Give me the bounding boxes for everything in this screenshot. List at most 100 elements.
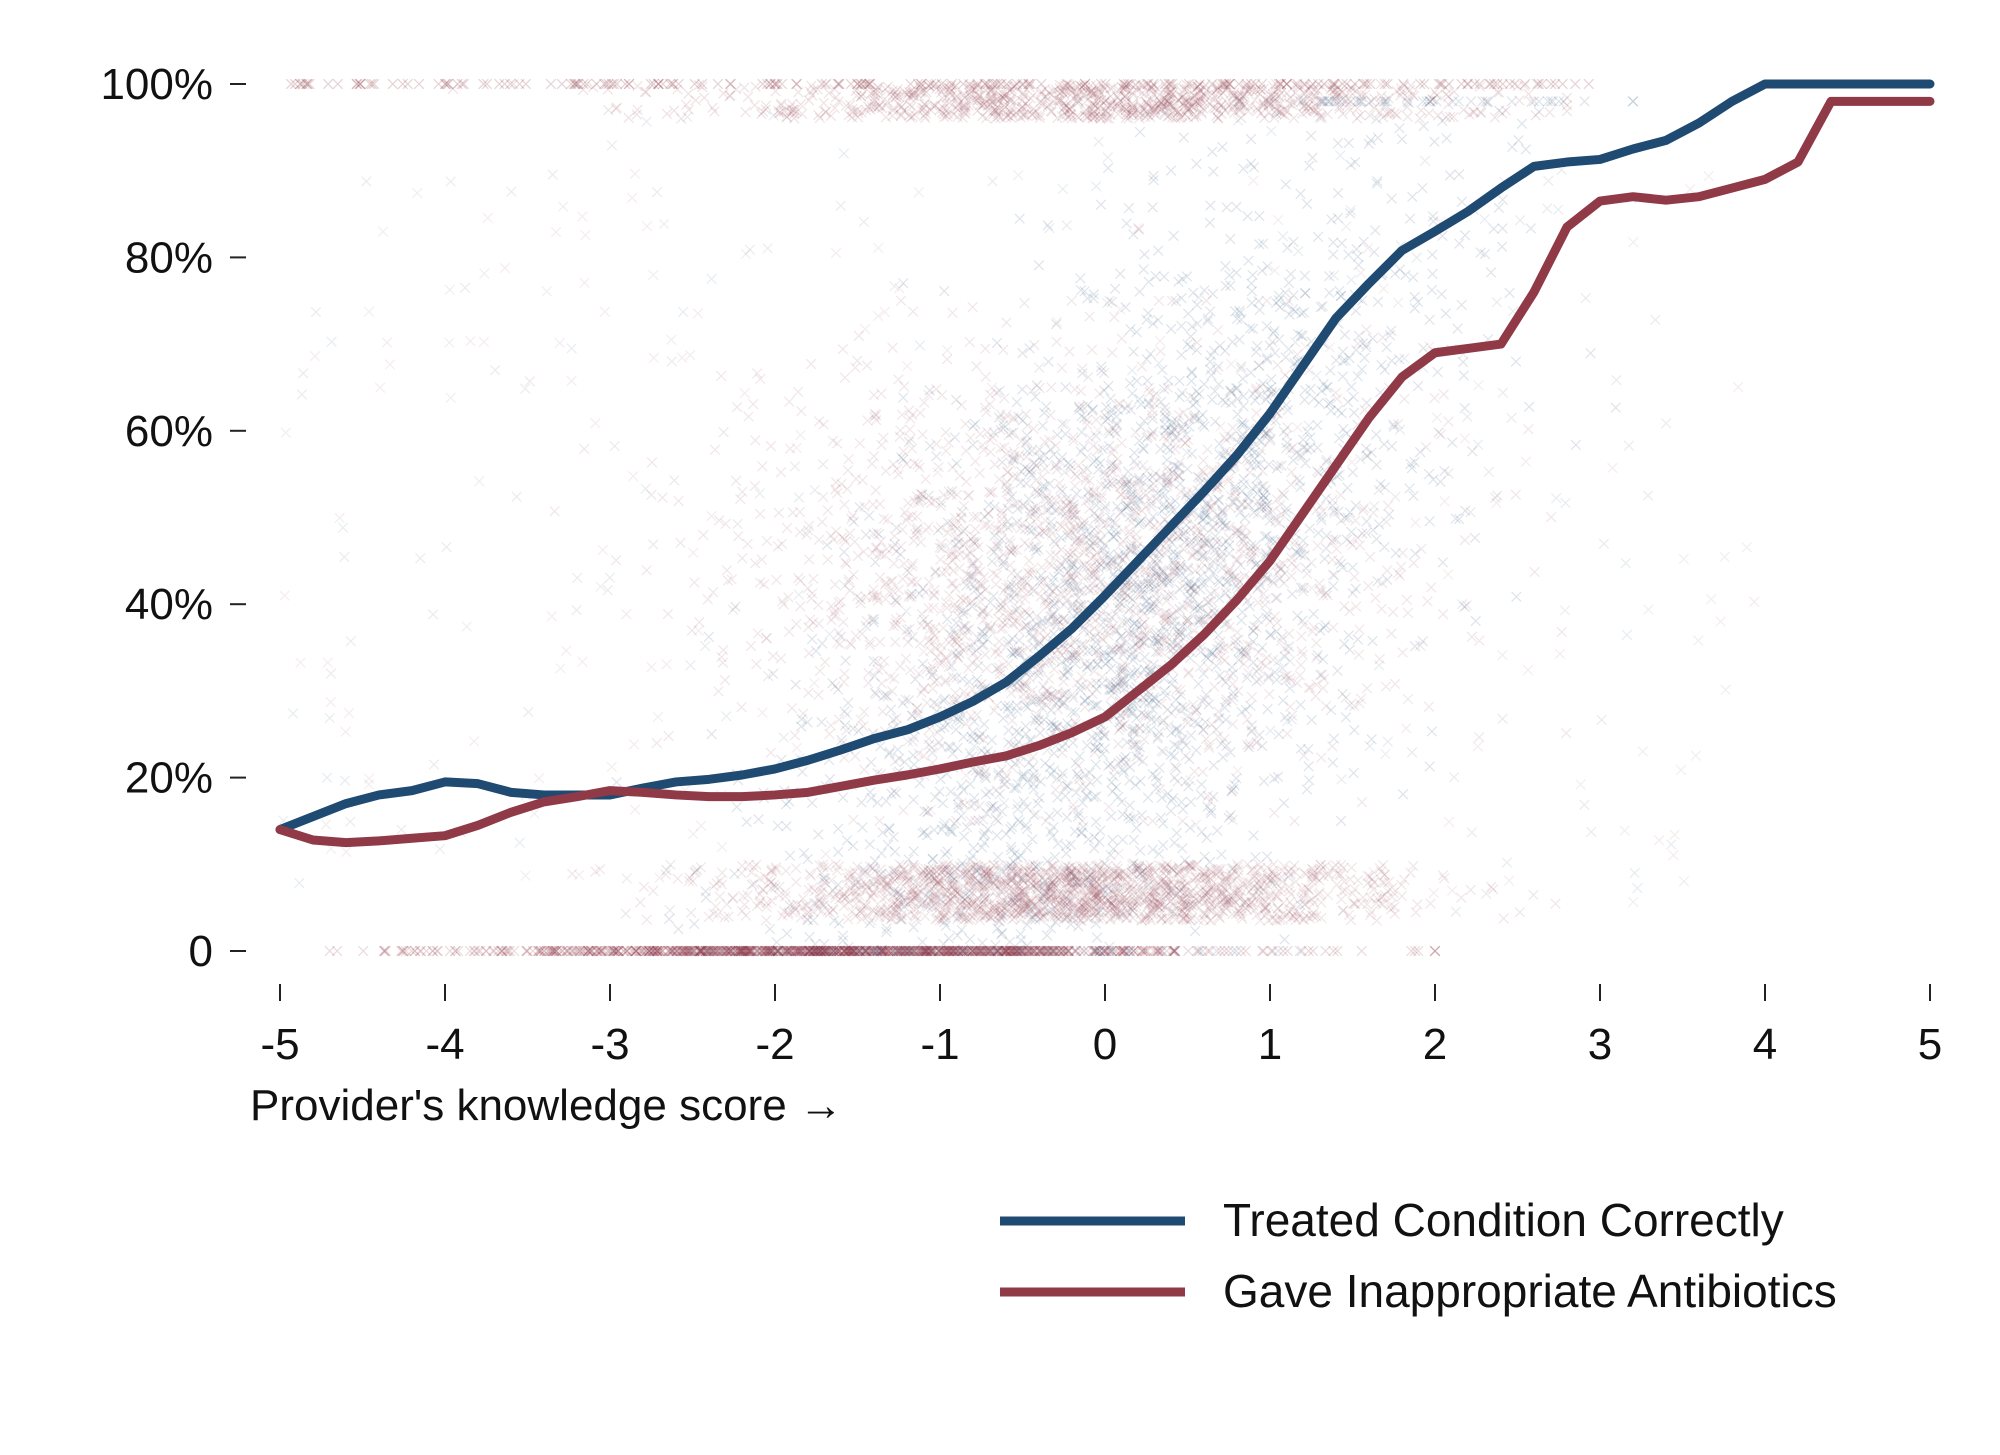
scatter-mark (1225, 431, 1237, 442)
scatter-mark (1008, 454, 1019, 465)
scatter-mark (1051, 721, 1063, 732)
scatter-mark (1523, 401, 1535, 413)
scatter-mark (923, 576, 935, 588)
scatter-mark (1115, 631, 1126, 643)
scatter-mark (1076, 827, 1087, 839)
scatter-mark (1117, 764, 1128, 775)
scatter-mark (775, 653, 787, 664)
scatter-mark (803, 554, 815, 565)
scatter-mark (1427, 474, 1439, 485)
scatter-mark (1283, 277, 1295, 289)
scatter-mark (1465, 96, 1477, 107)
scatter-mark (877, 706, 888, 717)
scatter-mark (1172, 530, 1184, 542)
scatter-mark (1068, 574, 1079, 585)
scatter-mark (900, 653, 912, 664)
scatter-mark (927, 853, 938, 865)
scatter-mark (1450, 906, 1462, 917)
scatter-mark (1022, 940, 1033, 951)
scatter-mark (898, 805, 909, 816)
scatter-mark (1039, 463, 1051, 474)
scatter-mark (845, 513, 857, 525)
scatter-mark (1134, 286, 1145, 297)
scatter-mark (1143, 397, 1155, 408)
scatter-mark (935, 723, 946, 734)
scatter-mark (1021, 478, 1032, 489)
scatter-mark (1251, 666, 1263, 677)
scatter-mark (1426, 284, 1438, 296)
scatter-mark (1077, 363, 1088, 374)
scatter-mark (1287, 442, 1299, 453)
scatter-mark (857, 474, 868, 486)
scatter-mark (1280, 507, 1292, 518)
scatter-mark (1014, 213, 1025, 224)
scatter-mark (294, 877, 305, 889)
scatter-mark (1397, 788, 1409, 800)
scatter-mark (1179, 536, 1190, 548)
scatter-mark (770, 881, 781, 893)
scatter-mark (1420, 441, 1432, 453)
scatter-mark (1189, 578, 1201, 590)
scatter-mark (734, 945, 746, 957)
scatter-mark (952, 742, 963, 754)
scatter-mark (1191, 337, 1203, 348)
scatter-mark (522, 706, 534, 718)
scatter-mark (1166, 708, 1177, 719)
scatter-mark (1110, 782, 1122, 793)
scatter-mark (1253, 296, 1264, 307)
scatter-mark (1299, 287, 1311, 299)
scatter-mark (1414, 446, 1426, 458)
scatter-mark (415, 552, 426, 564)
scatter-mark (1349, 571, 1360, 583)
scatter-mark (1220, 261, 1231, 272)
scatter-mark (1585, 347, 1596, 359)
scatter-mark (1364, 740, 1375, 752)
scatter-mark (945, 629, 957, 641)
scatter-mark (1185, 730, 1197, 741)
scatter-mark (989, 530, 1000, 542)
scatter-mark (1170, 694, 1182, 706)
scatter-mark (839, 668, 850, 679)
scatter-mark (1621, 629, 1633, 641)
scatter-mark (850, 630, 862, 641)
scatter-mark (566, 343, 577, 354)
scatter-mark (1209, 497, 1221, 508)
scatter-mark (1165, 805, 1177, 817)
scatter-mark (1338, 638, 1350, 650)
scatter-mark (1118, 754, 1130, 765)
scatter-mark (606, 140, 618, 151)
scatter-mark (1414, 640, 1426, 651)
scatter-mark (1389, 268, 1401, 279)
scatter-mark (1062, 665, 1074, 676)
scatter-mark (824, 773, 836, 785)
scatter-mark (1181, 271, 1193, 282)
scatter-mark (1365, 134, 1377, 146)
scatter-mark (1123, 202, 1135, 214)
scatter-mark (1231, 201, 1242, 213)
scatter-mark (1242, 714, 1253, 725)
scatter-mark (1348, 767, 1359, 779)
scatter-mark (985, 623, 996, 634)
scatter-mark (709, 444, 721, 456)
scatter-mark (1497, 223, 1508, 234)
scatter-mark (895, 660, 906, 672)
scatter-mark (806, 633, 818, 645)
scatter-mark (1161, 631, 1172, 642)
scatter-mark (1116, 437, 1127, 449)
scatter-mark (1010, 726, 1022, 737)
scatter-mark (1214, 520, 1226, 532)
scatter-mark (1228, 668, 1239, 679)
scatter-mark (1155, 443, 1166, 455)
scatter-mark (1156, 489, 1167, 500)
scatter-mark (958, 608, 969, 619)
scatter-mark (1079, 695, 1091, 706)
scatter-mark (1227, 945, 1239, 957)
scatter-mark (1207, 146, 1218, 157)
scatter-mark (925, 665, 936, 677)
scatter-mark (1402, 607, 1414, 619)
scatter-mark (1088, 583, 1099, 595)
scatter-mark (1286, 466, 1297, 478)
scatter-mark (1076, 426, 1087, 438)
scatter-mark (721, 565, 733, 576)
scatter-mark (1269, 347, 1281, 359)
